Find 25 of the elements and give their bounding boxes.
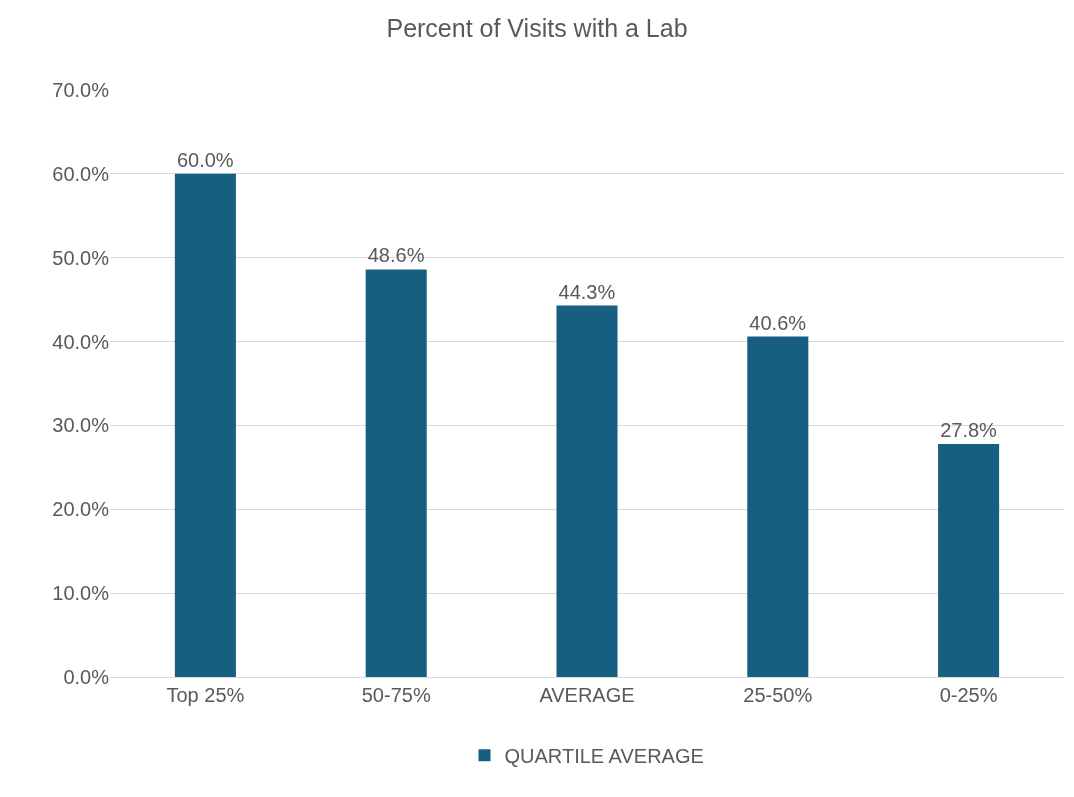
data-label: 48.6% (367, 244, 425, 267)
bar (556, 305, 618, 677)
x-tick-label: Top 25% (166, 684, 245, 706)
data-label: 60.0% (176, 148, 234, 171)
data-label: 44.3% (558, 280, 616, 303)
x-tick-label: 25-50% (743, 684, 813, 706)
x-tick-label: 50-75% (361, 684, 431, 706)
chart-title: Percent of Visits with a Lab (386, 14, 688, 43)
y-tick-label: 10.0% (52, 582, 110, 605)
bar (365, 269, 427, 677)
data-label: 27.8% (940, 418, 998, 441)
y-tick-label: 60.0% (52, 162, 110, 185)
y-tick-label: 40.0% (52, 330, 110, 353)
bar (174, 173, 236, 677)
x-tick-label: AVERAGE (539, 684, 635, 706)
y-tick-label: 0.0% (63, 666, 110, 688)
y-tick-label: 30.0% (52, 414, 110, 437)
y-tick-label: 70.0% (52, 79, 110, 101)
x-tick-label: 0-25% (939, 684, 998, 706)
y-tick-label: 50.0% (52, 246, 110, 269)
data-label: 40.6% (749, 311, 807, 334)
bar (747, 336, 809, 677)
legend-label: QUARTILE AVERAGE (504, 745, 704, 767)
y-tick-label: 20.0% (52, 498, 110, 521)
bar (938, 443, 1000, 677)
